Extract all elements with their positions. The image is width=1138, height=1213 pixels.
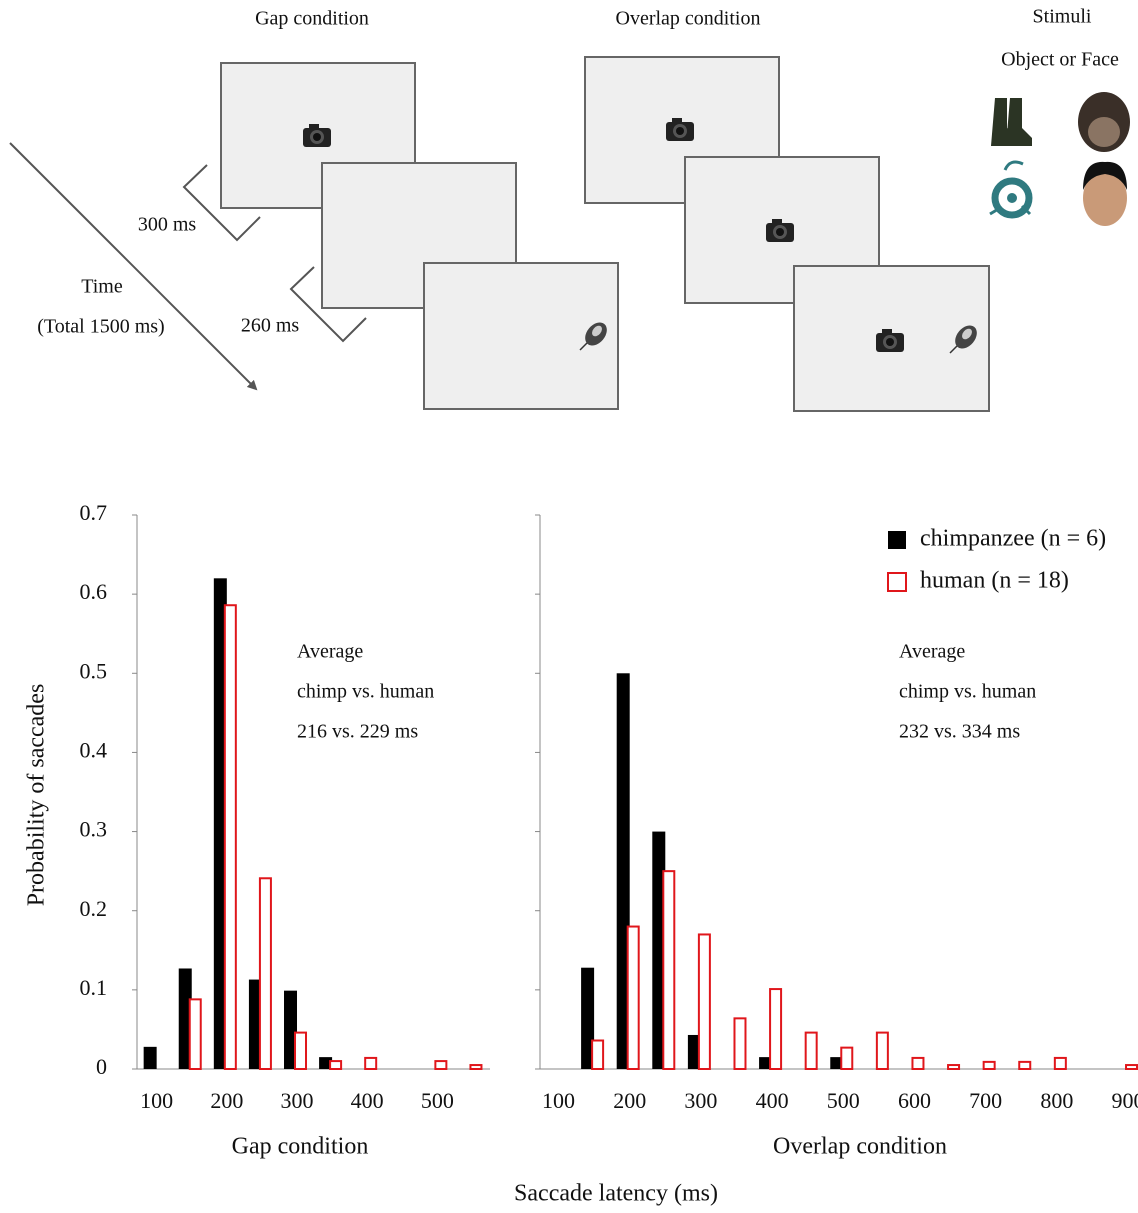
bar	[1053, 1056, 1067, 1071]
bar	[591, 1039, 605, 1070]
bar	[469, 1064, 483, 1070]
bar	[911, 1056, 925, 1071]
bracket	[289, 266, 367, 343]
bar	[223, 604, 237, 1070]
x-axis-title: Saccade latency (ms)	[514, 1181, 718, 1207]
y-tick-label: 0.1	[80, 975, 108, 1000]
legend-swatch	[888, 531, 906, 549]
legend-label: chimpanzee (n = 6)	[920, 526, 1106, 552]
y-tick-label: 0.6	[80, 579, 108, 604]
chart-x-label: Overlap condition	[773, 1134, 947, 1160]
stimuli-images	[989, 92, 1130, 226]
bar	[840, 1046, 854, 1071]
bar	[733, 1017, 747, 1070]
bar	[697, 933, 711, 1071]
bar	[364, 1056, 378, 1071]
x-tick-label: 100	[140, 1088, 173, 1113]
overlap-interval: 260 ms	[241, 315, 300, 337]
bar	[213, 578, 227, 1069]
bar	[248, 979, 262, 1069]
bar	[434, 1060, 448, 1070]
bar	[687, 1034, 701, 1069]
bar	[258, 877, 272, 1070]
bar	[143, 1046, 157, 1069]
bar	[581, 967, 595, 1069]
x-tick-label: 500	[421, 1088, 454, 1113]
y-tick-label: 0.4	[80, 737, 108, 762]
diagram: Gap condition Overlap condition Stimuli …	[9, 6, 1130, 412]
bar	[1018, 1060, 1032, 1071]
bar	[626, 925, 640, 1070]
gap-title: Gap condition	[255, 8, 369, 30]
legend-swatch	[887, 572, 907, 592]
x-tick-label: 200	[210, 1088, 243, 1113]
y-tick-label: 0.5	[80, 658, 108, 683]
y-tick-label: 0.2	[80, 896, 108, 921]
bar	[830, 1057, 844, 1069]
bar	[652, 831, 666, 1069]
bar	[319, 1057, 333, 1069]
bar	[804, 1031, 818, 1070]
x-tick-label: 100	[542, 1088, 575, 1113]
x-tick-label: 400	[756, 1088, 789, 1113]
bar	[875, 1031, 889, 1070]
time-arrow	[9, 142, 258, 391]
x-tick-label: 900	[1112, 1088, 1138, 1113]
bar	[188, 998, 202, 1071]
x-tick-label: 600	[898, 1088, 931, 1113]
y-axis-title: Probability of saccades	[24, 684, 50, 907]
legend-label: human (n = 18)	[920, 568, 1069, 594]
x-tick-label: 800	[1040, 1088, 1073, 1113]
bar	[178, 968, 192, 1069]
annotation: Average	[899, 641, 965, 663]
bar	[1125, 1064, 1138, 1070]
stimuli-subtitle: Object or Face	[1001, 49, 1119, 71]
x-tick-label: 700	[969, 1088, 1002, 1113]
gap-interval: 300 ms	[138, 214, 197, 236]
bar	[769, 988, 783, 1071]
x-tick-label: 400	[351, 1088, 384, 1113]
y-tick-label: 0	[96, 1054, 107, 1079]
bar	[294, 1031, 308, 1070]
annotation: chimp vs. human	[899, 681, 1036, 703]
bracket	[182, 164, 261, 242]
bar	[616, 673, 630, 1069]
y-tick-label: 0.7	[80, 500, 108, 525]
chart-x-label: Gap condition	[232, 1134, 369, 1160]
x-tick-label: 200	[613, 1088, 646, 1113]
x-tick-label: 300	[684, 1088, 717, 1113]
bar	[947, 1064, 961, 1070]
x-tick-label: 500	[827, 1088, 860, 1113]
bar	[284, 990, 298, 1069]
annotation: chimp vs. human	[297, 681, 434, 703]
time-label: Time	[81, 276, 123, 298]
y-tick-label: 0.3	[80, 817, 108, 842]
x-tick-label: 300	[281, 1088, 314, 1113]
bar	[662, 870, 676, 1071]
time-total: (Total 1500 ms)	[37, 316, 164, 338]
annotation: 216 vs. 229 ms	[297, 721, 418, 743]
bar	[329, 1060, 343, 1070]
annotation: 232 vs. 334 ms	[899, 721, 1020, 743]
bar	[982, 1060, 996, 1071]
overlap-title: Overlap condition	[616, 8, 761, 30]
stimuli-title: Stimuli	[1033, 6, 1092, 28]
bar	[759, 1057, 773, 1069]
annotation: Average	[297, 641, 363, 663]
